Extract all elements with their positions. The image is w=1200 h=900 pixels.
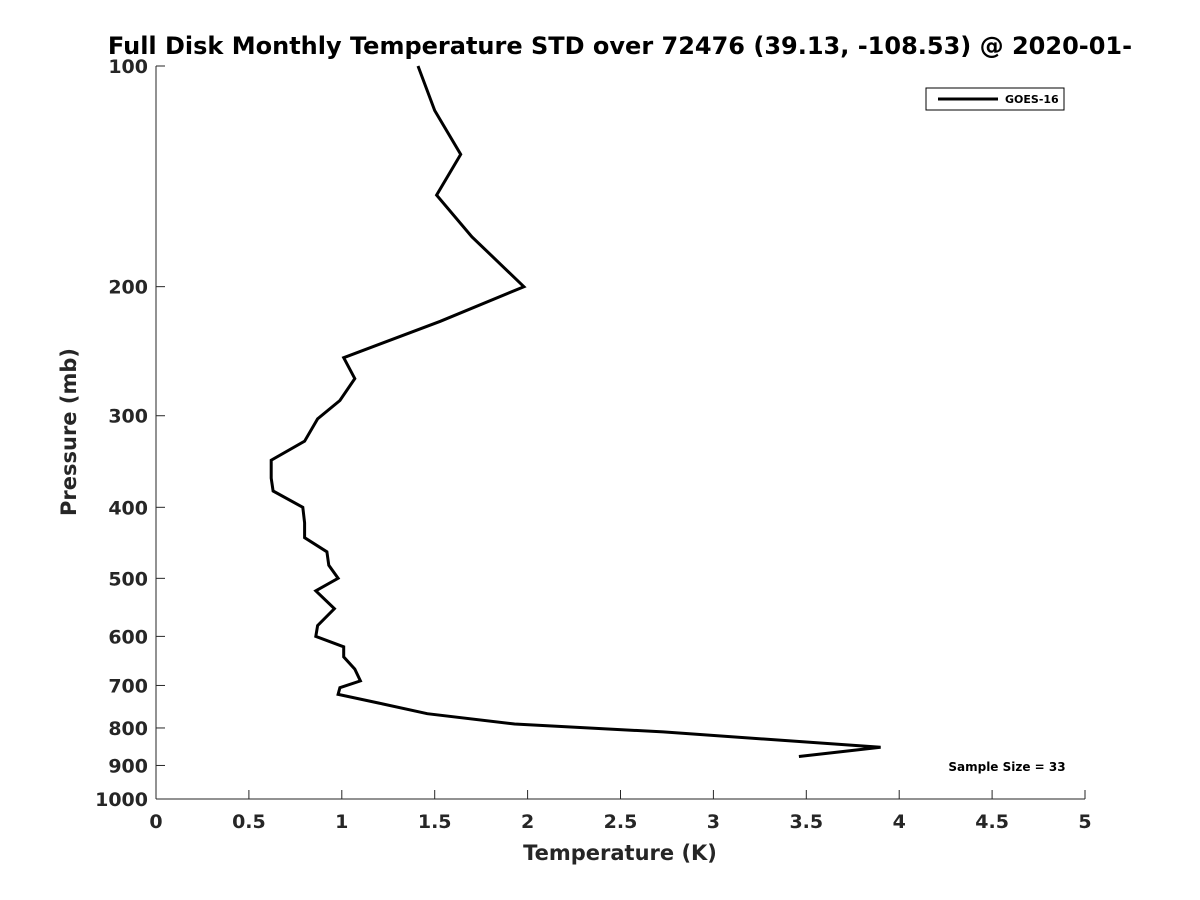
x-axis-label: Temperature (K) (523, 841, 717, 865)
y-tick-label: 200 (108, 277, 148, 299)
plot-area (156, 66, 1085, 799)
chart-title: Full Disk Monthly Temperature STD over 7… (108, 32, 1132, 60)
x-tick-label: 4.5 (975, 811, 1009, 833)
x-tick-label: 1.5 (418, 811, 452, 833)
x-tick-label: 2 (521, 811, 534, 833)
x-ticks: 0 0.5 1 1.5 2 2.5 3 3.5 4 4.5 5 (149, 790, 1092, 833)
y-tick-label: 100 (108, 56, 148, 78)
series-line-goes-16 (269, 65, 881, 758)
legend: GOES-16 (925, 87, 1065, 111)
y-ticks: 100 200 300 400 500 600 700 800 900 1000 (95, 56, 165, 811)
x-tick-label: 0 (149, 811, 162, 833)
y-tick-label: 300 (108, 406, 148, 428)
x-tick-label: 0.5 (232, 811, 266, 833)
x-tick-label: 1 (335, 811, 348, 833)
x-tick-label: 3.5 (789, 811, 823, 833)
x-tick-label: 2.5 (604, 811, 638, 833)
y-axis-label: Pressure (mb) (57, 348, 81, 516)
y-tick-label: 800 (108, 718, 148, 740)
y-tick-label: 600 (108, 626, 148, 648)
x-tick-label: 3 (707, 811, 720, 833)
y-tick-label: 400 (108, 497, 148, 519)
y-tick-label: 700 (108, 675, 148, 697)
y-tick-label: 500 (108, 568, 148, 590)
legend-entry-goes-16: GOES-16 (1005, 93, 1059, 106)
x-tick-label: 4 (893, 811, 906, 833)
y-tick-label: 900 (108, 755, 148, 777)
x-tick-label: 5 (1078, 811, 1091, 833)
y-tick-label: 1000 (95, 789, 148, 811)
sample-size-annotation: Sample Size = 33 (948, 760, 1065, 774)
